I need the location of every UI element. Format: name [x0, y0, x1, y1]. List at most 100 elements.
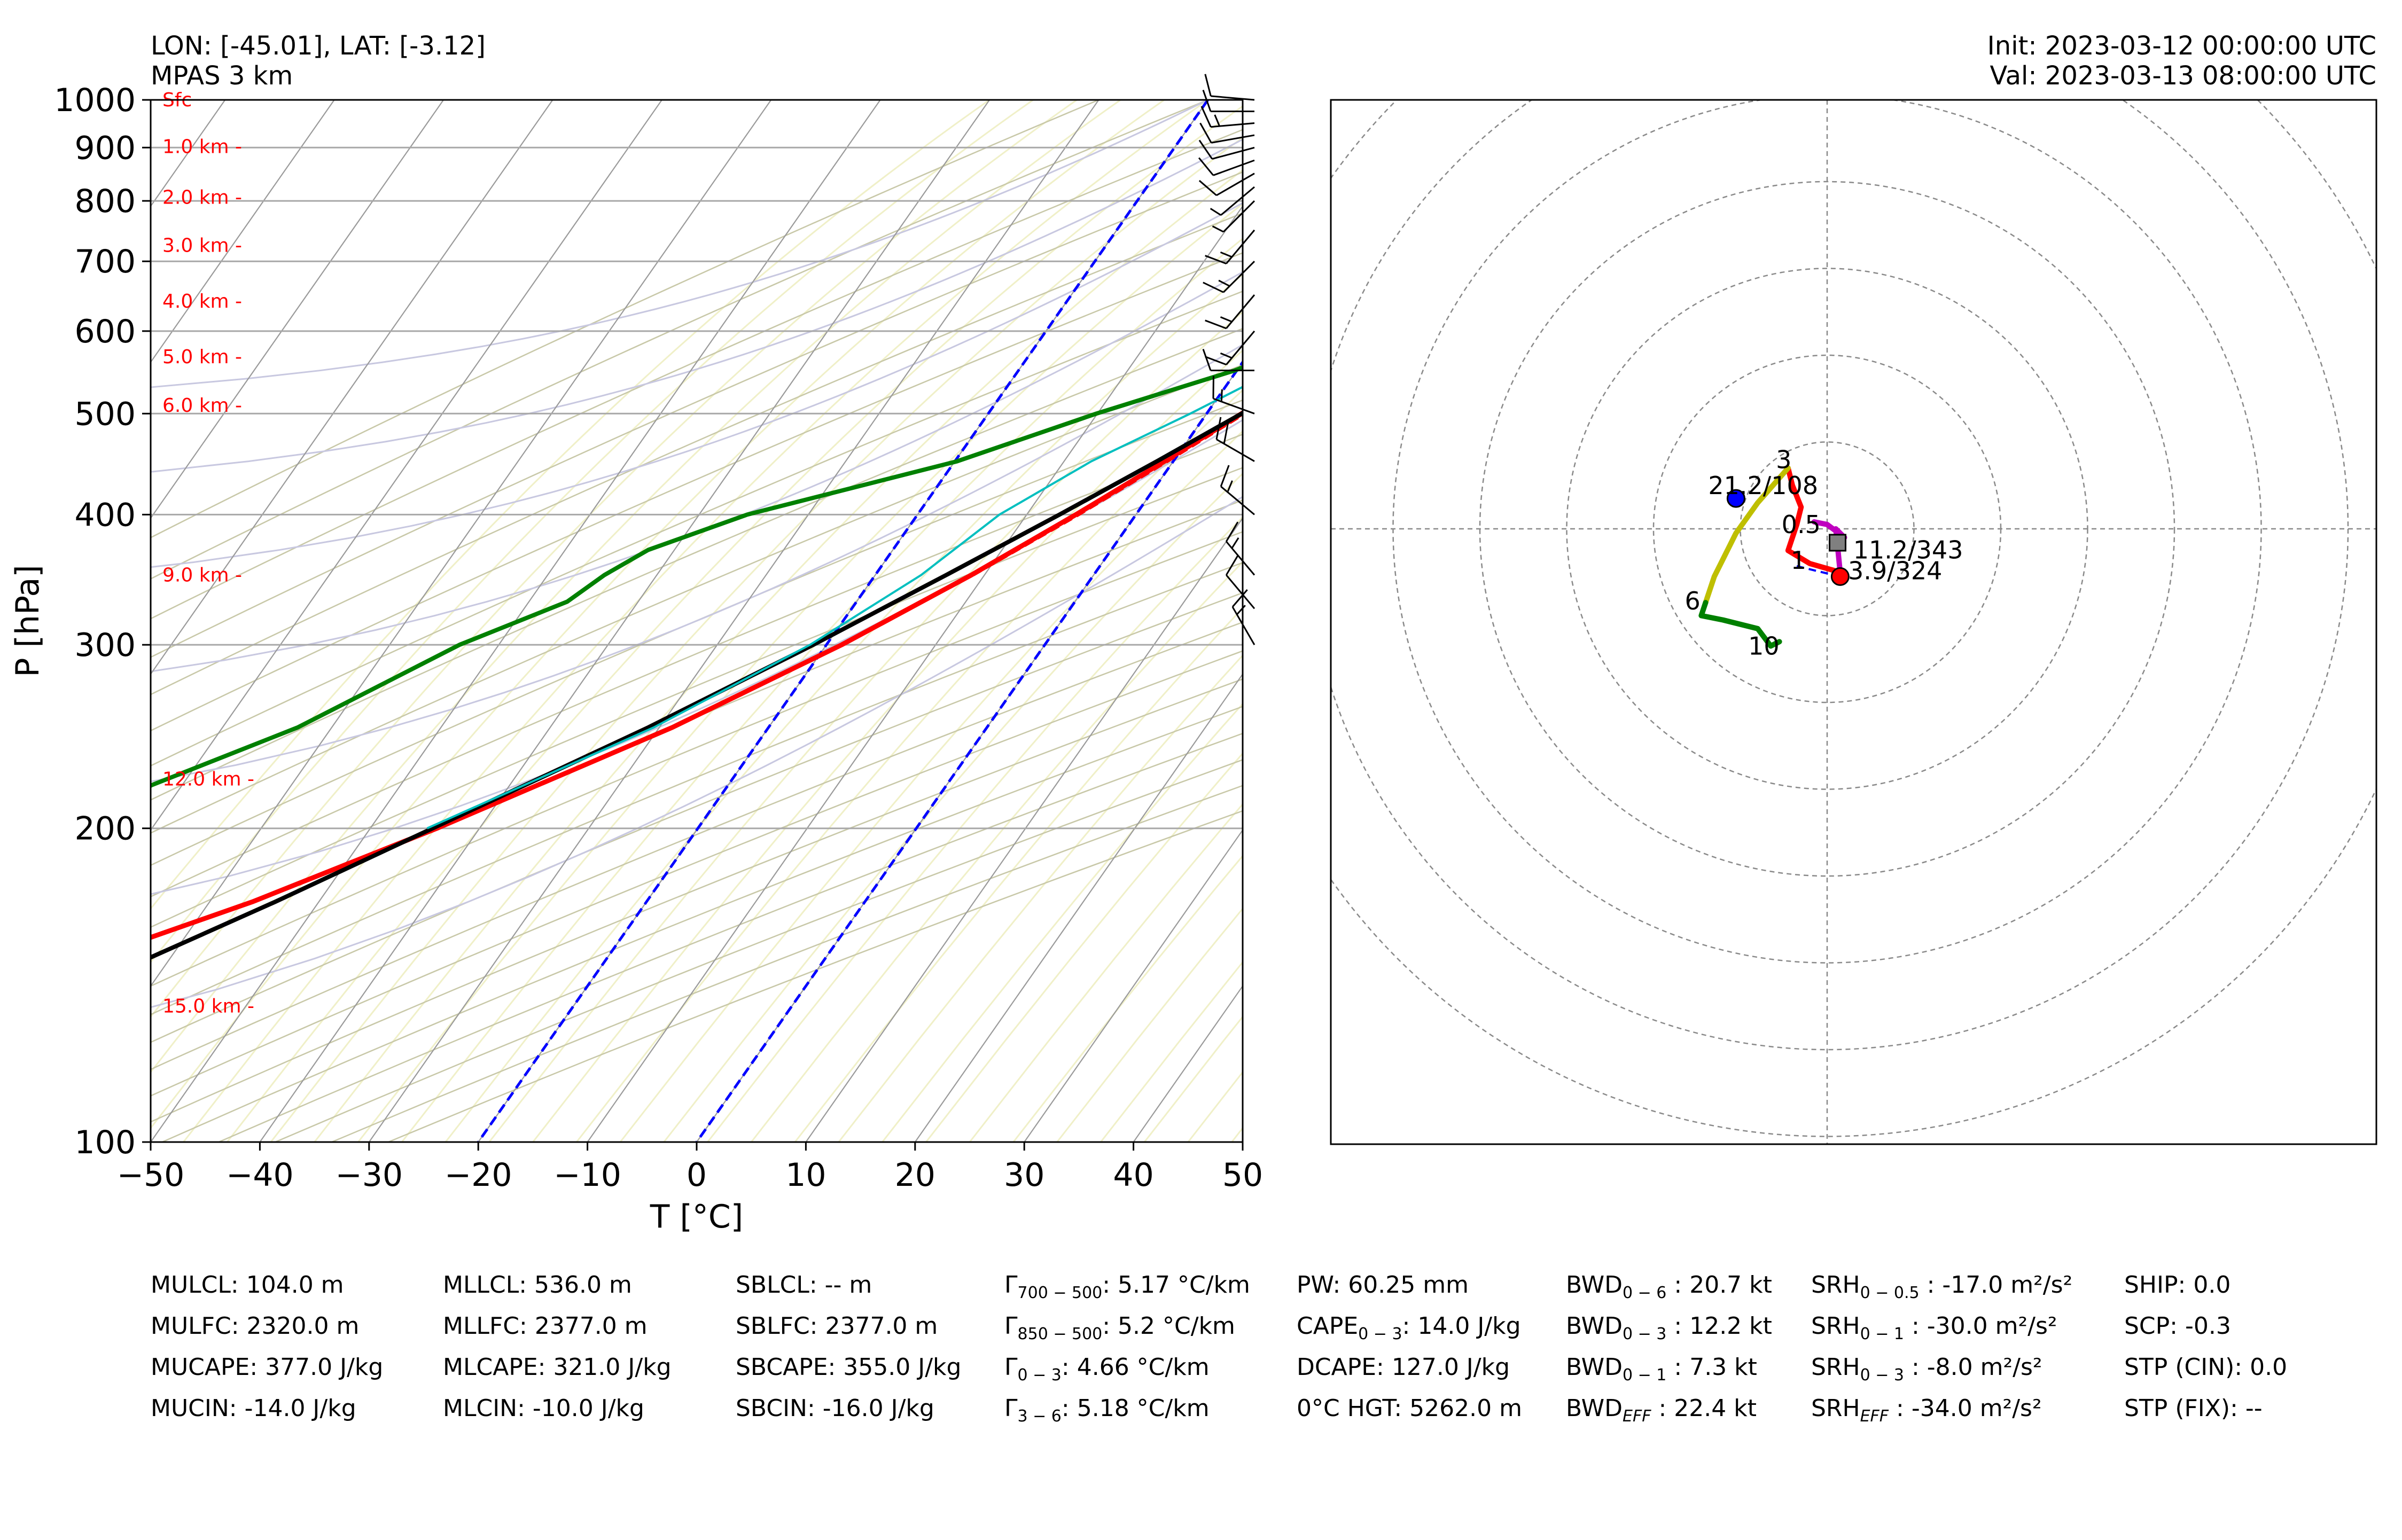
- index-value: BWD0 − 1 : 7.3 kt: [1566, 1354, 1757, 1385]
- height-marker-label: 3: [1776, 445, 1791, 474]
- y-tick-label: 1000: [54, 82, 136, 119]
- isotherm: [1024, 829, 1243, 1142]
- height-label: 3.0 km -: [162, 234, 242, 256]
- index-value: SHIP: 0.0: [2124, 1271, 2231, 1299]
- wind-barb: [1226, 555, 1255, 609]
- height-label: 6.0 km -: [162, 395, 242, 417]
- dry-adiabat: [151, 171, 1243, 658]
- isotherm: [259, 100, 991, 1142]
- mixing-ratio-line: [488, 310, 1243, 1142]
- y-tick-label: 800: [74, 183, 136, 220]
- mixing-ratio-line: [925, 752, 1243, 1142]
- mean-wind-marker: [1829, 534, 1846, 552]
- mixing-ratio-line: [151, 100, 1034, 964]
- y-tick-label: 900: [74, 129, 136, 167]
- freezing-line: [695, 359, 1243, 1142]
- index-value: MULFC: 2320.0 m: [151, 1312, 360, 1340]
- dry-adiabat: [151, 561, 1243, 1015]
- mixing-ratio-line: [1275, 100, 2300, 1142]
- wind-barb: [1212, 200, 1255, 233]
- mixing-ratio-line: [401, 237, 1243, 1142]
- wind-barb: [1199, 122, 1255, 144]
- hodograph-segment: [1703, 465, 1791, 606]
- index-value: Γ0 − 3: 4.66 °C/km: [1004, 1354, 1210, 1385]
- dry-adiabat: [151, 621, 1243, 1070]
- mixing-ratio-line: [1494, 100, 2402, 1142]
- mixing-ratio-line: [151, 100, 1121, 1074]
- x-tick-label: 10: [785, 1156, 826, 1194]
- mixing-ratio-line: [1538, 100, 2402, 1142]
- dry-adiabat: [218, 732, 1243, 1142]
- height-label: 5.0 km -: [162, 346, 242, 368]
- mixing-ratio-line: [707, 515, 1243, 1142]
- isotherm: [805, 517, 1243, 1142]
- storm-motion-label: 11.2/343: [1853, 535, 1963, 564]
- wind-barb: [1204, 74, 1255, 101]
- wetbulb-profile: [426, 386, 1243, 830]
- index-value: Γ3 − 6: 5.18 °C/km: [1004, 1395, 1210, 1426]
- height-marker-label: 0.5: [1782, 510, 1821, 539]
- mixing-ratio-line: [619, 430, 1243, 1142]
- wind-barb: [1202, 89, 1254, 112]
- isotherm: [587, 205, 1243, 1142]
- mixing-ratio-line: [794, 607, 1243, 1142]
- x-tick-label: −40: [226, 1156, 294, 1194]
- storm-motion-label: 21.2/108: [1708, 471, 1818, 500]
- mixing-ratio-line: [1319, 100, 2344, 1142]
- location-label: LON: [-45.01], LAT: [-3.12]: [151, 31, 486, 61]
- index-value: MUCAPE: 377.0 J/kg: [151, 1354, 384, 1381]
- dewpoint-profile: [151, 365, 1243, 788]
- isotherm: [151, 100, 444, 519]
- dry-adiabat: [151, 467, 1243, 928]
- x-tick-label: 50: [1222, 1156, 1263, 1194]
- dry-adiabat: [151, 678, 1243, 1123]
- index-value: PW: 60.25 mm: [1297, 1271, 1469, 1299]
- parcel-profile: [151, 410, 1243, 960]
- wind-barb: [1226, 521, 1255, 576]
- dry-adiabat: [151, 531, 1243, 987]
- height-label: 2.0 km -: [162, 187, 242, 209]
- index-value: Γ850 − 500: 5.2 °C/km: [1004, 1312, 1235, 1343]
- index-value: BWDEFF : 22.4 kt: [1566, 1395, 1757, 1426]
- mixing-ratio-line: [1450, 100, 2402, 1142]
- wind-barb: [1205, 229, 1255, 264]
- mixing-ratio-line: [1625, 100, 2402, 1142]
- wind-barb: [1210, 186, 1255, 216]
- dry-adiabat: [275, 759, 1243, 1142]
- moist-adiabat: [151, 496, 1243, 1009]
- mixing-ratio-line: [226, 105, 1243, 1142]
- mixing-ratio-line: [1668, 100, 2402, 1142]
- mixing-ratio-line: [882, 702, 1243, 1142]
- isotherm: [0, 100, 7, 1142]
- height-marker-label: 1: [1791, 546, 1806, 575]
- index-value: STP (CIN): 0.0: [2124, 1354, 2288, 1381]
- dry-adiabat: [331, 785, 1243, 1142]
- index-value: SCP: -0.3: [2124, 1312, 2231, 1340]
- height-marker-label: 6: [1684, 587, 1700, 615]
- x-tick-label: −50: [117, 1156, 185, 1194]
- downdraft-profile: [1354, 100, 1666, 331]
- index-value: SRH0 − 0.5 : -17.0 m²/s²: [1811, 1271, 2073, 1302]
- dry-adiabat: [151, 433, 1243, 897]
- mixing-ratio-line: [270, 136, 1243, 1142]
- moist-adiabat: [151, 138, 1243, 473]
- height-label: 1.0 km -: [162, 136, 242, 158]
- index-value: STP (FIX): --: [2124, 1395, 2263, 1422]
- wind-barb: [1220, 465, 1255, 515]
- index-value: DCAPE: 127.0 J/kg: [1297, 1354, 1510, 1381]
- mixing-ratio-line: [1407, 100, 2402, 1142]
- mixing-ratio-line: [314, 169, 1243, 1142]
- isotherm: [914, 673, 1243, 1142]
- moist-adiabat: [151, 343, 1243, 783]
- mixing-ratio-line: [1143, 1015, 1243, 1142]
- y-tick-label: 200: [74, 810, 136, 848]
- y-tick-label: 500: [74, 395, 136, 433]
- isotherm: [1242, 1141, 1243, 1142]
- wind-barb: [1215, 417, 1255, 462]
- dry-adiabat: [151, 399, 1243, 866]
- skewt-plot-area: [0, 100, 2402, 1142]
- x-tick-label: −20: [444, 1156, 512, 1194]
- dry-adiabat: [151, 129, 1243, 620]
